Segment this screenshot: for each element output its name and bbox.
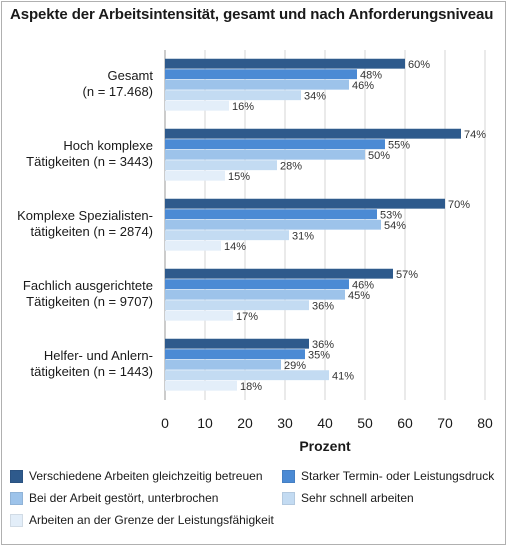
data-label: 53%	[380, 209, 402, 221]
category-label: tätigkeiten (n = 2874)	[31, 224, 154, 239]
x-tick-label: 50	[357, 415, 373, 431]
legend-swatch	[10, 513, 23, 527]
data-label: 29%	[284, 360, 306, 372]
x-tick-label: 80	[477, 415, 493, 431]
data-label: 36%	[312, 339, 334, 351]
data-label: 15%	[228, 171, 250, 183]
category-label: Fachlich ausgerichtete	[23, 278, 153, 293]
bar	[165, 310, 233, 321]
x-axis-label: Prozent	[299, 438, 351, 454]
data-label: 70%	[448, 199, 470, 211]
bar	[165, 230, 289, 241]
bar	[165, 149, 365, 160]
bar	[165, 160, 277, 171]
legend-item: Bei der Arbeit gestört, unterbrochen	[10, 491, 218, 505]
bar	[165, 338, 309, 349]
bar-chart: 0 10 20 30 40 50 60 70 80 Prozent Gesamt(n = 17.46…	[17, 50, 493, 454]
chart-title: Aspekte der Arbeitsintensität, gesamt un…	[10, 6, 494, 23]
data-label: 50%	[368, 150, 390, 162]
bar	[165, 139, 385, 150]
category-label: tätigkeiten (n = 1443)	[31, 364, 154, 379]
data-label: 60%	[408, 59, 430, 71]
data-label: 35%	[308, 349, 330, 361]
data-label: 41%	[332, 370, 354, 382]
x-tick-label: 30	[277, 415, 293, 431]
bar	[165, 90, 301, 101]
data-label: 46%	[352, 279, 374, 291]
data-label: 45%	[348, 290, 370, 302]
category-label: Hoch komplexe	[63, 138, 153, 153]
bar	[165, 359, 281, 370]
bar	[165, 279, 349, 290]
legend-item: Sehr schnell arbeiten	[282, 491, 414, 505]
legend-swatch	[10, 491, 23, 505]
data-label: 54%	[384, 220, 406, 232]
bar	[165, 170, 225, 181]
data-label: 57%	[396, 269, 418, 281]
bar	[165, 100, 229, 111]
bar	[165, 79, 349, 90]
data-label: 34%	[304, 90, 326, 102]
bar	[165, 128, 461, 139]
legend-swatch	[10, 469, 23, 483]
bar	[165, 300, 309, 311]
data-label: 36%	[312, 300, 334, 312]
category-label: (n = 17.468)	[83, 84, 153, 99]
legend-label: Arbeiten an der Grenze der Leistungsfähi…	[29, 513, 274, 527]
legend-label: Starker Termin- oder Leistungsdruck	[301, 469, 495, 483]
data-label: 74%	[464, 129, 486, 141]
x-tick-label: 70	[437, 415, 453, 431]
bar	[165, 349, 305, 360]
category-label: Tätigkeiten (n = 3443)	[26, 154, 153, 169]
category-label: Komplexe Spezialisten-	[17, 208, 153, 223]
legend-item: Starker Termin- oder Leistungsdruck	[282, 469, 494, 483]
bar	[165, 58, 405, 69]
data-label: 18%	[240, 381, 262, 393]
legend-label: Verschiedene Arbeiten gleichzeitig betre…	[29, 469, 263, 483]
data-label: 48%	[360, 69, 382, 81]
category-label: Tätigkeiten (n = 9707)	[26, 294, 153, 309]
x-tick-label: 10	[197, 415, 213, 431]
bar	[165, 198, 445, 209]
bar	[165, 380, 237, 391]
data-label: 16%	[232, 101, 254, 113]
data-label: 28%	[280, 160, 302, 172]
bar	[165, 69, 357, 80]
x-tick-label: 20	[237, 415, 253, 431]
bar	[165, 289, 345, 300]
bar	[165, 240, 221, 251]
legend-item: Verschiedene Arbeiten gleichzeitig betre…	[10, 469, 263, 483]
bar	[165, 268, 393, 279]
bar	[165, 370, 329, 381]
x-tick-label: 40	[317, 415, 333, 431]
bar	[165, 209, 377, 220]
data-label: 55%	[388, 139, 410, 151]
category-label: Helfer- und Anlern-	[44, 348, 153, 363]
legend-item: Arbeiten an der Grenze der Leistungsfähi…	[10, 513, 274, 527]
x-tick-label: 60	[397, 415, 413, 431]
data-label: 46%	[352, 80, 374, 92]
x-tick-label: 0	[161, 415, 169, 431]
legend-swatch	[282, 491, 295, 505]
legend-swatch	[282, 469, 295, 483]
data-label: 31%	[292, 230, 314, 242]
legend-label: Sehr schnell arbeiten	[301, 491, 414, 505]
data-label: 17%	[236, 311, 258, 323]
category-label: Gesamt	[107, 68, 153, 83]
data-label: 14%	[224, 241, 246, 253]
bar	[165, 219, 381, 230]
legend-label: Bei der Arbeit gestört, unterbrochen	[29, 491, 219, 505]
